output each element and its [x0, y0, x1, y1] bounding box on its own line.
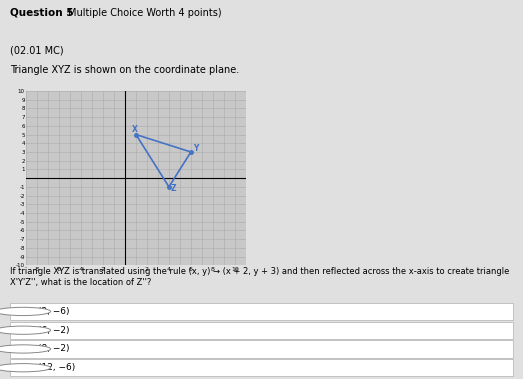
Text: Triangle XYZ is shown on the coordinate plane.: Triangle XYZ is shown on the coordinate …: [10, 65, 240, 75]
Text: Y: Y: [193, 144, 198, 153]
Text: (12, −6): (12, −6): [38, 363, 75, 372]
Text: If triangle XYZ is translated using the rule (x, y) → (x + 2, y + 3) and then re: If triangle XYZ is translated using the …: [10, 267, 510, 287]
Circle shape: [0, 363, 51, 372]
FancyBboxPatch shape: [10, 340, 513, 358]
Text: (2, −6): (2, −6): [38, 307, 70, 316]
Text: Multiple Choice Worth 4 points): Multiple Choice Worth 4 points): [68, 8, 222, 18]
Text: (8, −2): (8, −2): [38, 345, 70, 354]
Text: (02.01 MC): (02.01 MC): [10, 46, 64, 56]
FancyBboxPatch shape: [10, 321, 513, 339]
Circle shape: [0, 345, 51, 353]
Circle shape: [0, 326, 51, 334]
Text: (6, −2): (6, −2): [38, 326, 70, 335]
Text: Question 5: Question 5: [10, 8, 74, 18]
FancyBboxPatch shape: [10, 359, 513, 376]
FancyBboxPatch shape: [10, 303, 513, 320]
Text: Z: Z: [170, 184, 176, 193]
Circle shape: [0, 307, 51, 316]
Text: X: X: [132, 125, 138, 135]
